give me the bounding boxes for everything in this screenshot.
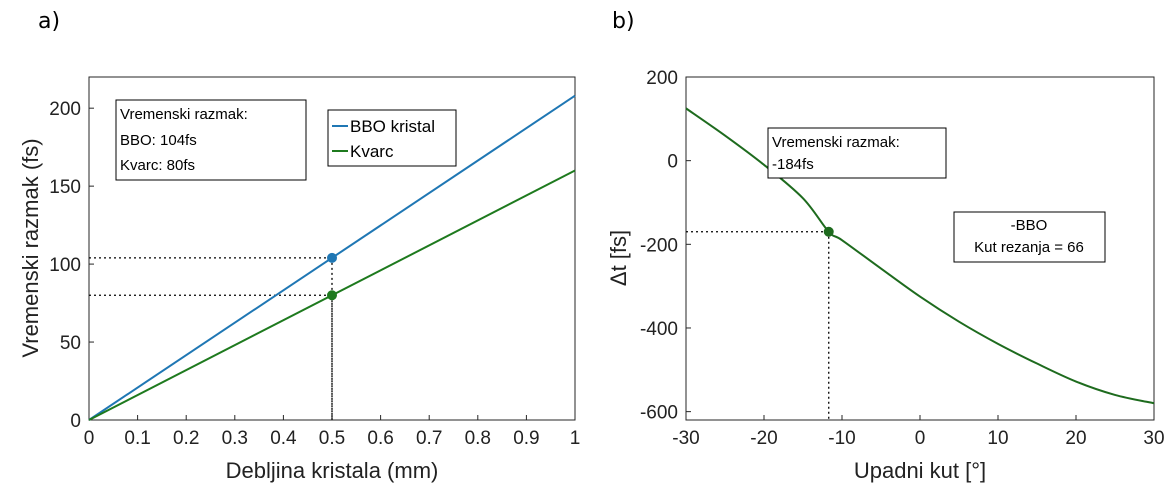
x-tick-label: 1 — [570, 428, 581, 449]
panel-b-annotation-box-2: -BBO Kut rezanja = 66 — [953, 211, 1106, 263]
panel-a-label: a) — [38, 9, 60, 34]
panel-b-y-axis-label: Δt [fs] — [606, 230, 631, 286]
y-tick-label: -400 — [640, 319, 678, 340]
x-tick-label: 0.8 — [465, 428, 491, 449]
legend-label-bbo: BBO kristal — [350, 117, 435, 136]
y-tick-label: 200 — [49, 99, 81, 120]
x-tick-label: -30 — [672, 428, 699, 449]
x-tick-label: 0.7 — [416, 428, 442, 449]
x-tick-label: 0.6 — [367, 428, 393, 449]
x-tick-label: -10 — [828, 428, 855, 449]
panel-a: 0 0.1 0.2 0.3 0.4 0.5 0.6 0.7 0.8 0.9 1 0 50 100 150 20… — [18, 76, 580, 483]
panel-b-markers — [823, 226, 834, 237]
y-tick-label: 100 — [49, 255, 81, 276]
panel-b-series — [685, 107, 1155, 405]
y-tick-label: 0 — [70, 411, 81, 432]
panel-a-guides — [89, 257, 333, 420]
y-tick-label: 50 — [60, 333, 81, 354]
panel-b-annotation-box-1: Vremenski razmak: -184fs — [767, 127, 947, 179]
x-tick-label: 0 — [84, 428, 95, 449]
y-tick-label: 150 — [49, 177, 81, 198]
annotation-line: Kvarc: 80fs — [120, 157, 195, 174]
panel-b-x-axis-label: Upadni kut [°] — [854, 458, 986, 483]
y-tick-label: 0 — [667, 152, 678, 173]
panel-a-markers — [327, 252, 337, 301]
x-tick-label: 0.1 — [124, 428, 150, 449]
series-line-delta-t — [685, 107, 1155, 405]
data-point-marker — [327, 290, 337, 301]
x-tick-label: 0.9 — [513, 428, 539, 449]
y-tick-label: 200 — [646, 68, 678, 89]
panel-a-legend: BBO kristal Kvarc — [327, 109, 457, 167]
annotation-line: -BBO — [1011, 217, 1048, 234]
x-tick-label: 0.4 — [270, 428, 297, 449]
annotation-line: -184fs — [772, 156, 814, 173]
panel-b-guides — [686, 231, 830, 420]
panel-a-x-axis-label: Debljina kristala (mm) — [226, 458, 439, 483]
data-point-marker — [823, 226, 834, 237]
panel-b: -30 -20 -10 0 10 20 30 200 0 -200 -400 -600 Upadni … — [606, 68, 1165, 483]
panel-b-label: b) — [612, 9, 635, 34]
annotation-line: Vremenski razmak: — [120, 106, 248, 123]
y-tick-label: -600 — [640, 403, 678, 424]
x-tick-label: 30 — [1143, 428, 1164, 449]
y-tick-label: -200 — [640, 235, 678, 256]
x-tick-label: 0.2 — [173, 428, 199, 449]
annotation-line: Kut rezanja = 66 — [974, 239, 1084, 256]
x-tick-label: 0 — [915, 428, 926, 449]
panel-b-ticks: -30 -20 -10 0 10 20 30 200 0 -200 -400 -600 — [640, 68, 1165, 449]
annotation-line: BBO: 104fs — [120, 132, 197, 149]
panel-a-annotation-box: Vremenski razmak: BBO: 104fs Kvarc: 80fs — [115, 99, 307, 181]
legend-label-kvarc: Kvarc — [350, 142, 394, 161]
panel-a-ticks: 0 0.1 0.2 0.3 0.4 0.5 0.6 0.7 0.8 0.9 1 0 50 100 150 20… — [49, 99, 580, 449]
data-point-marker — [327, 252, 337, 263]
x-tick-label: 0.3 — [222, 428, 248, 449]
annotation-line: Vremenski razmak: — [772, 134, 900, 151]
panel-a-y-axis-label: Vremenski razmak (fs) — [18, 138, 43, 357]
x-tick-label: 10 — [987, 428, 1008, 449]
x-tick-label: -20 — [750, 428, 777, 449]
x-tick-label: 20 — [1065, 428, 1086, 449]
x-tick-label: 0.5 — [319, 428, 345, 449]
